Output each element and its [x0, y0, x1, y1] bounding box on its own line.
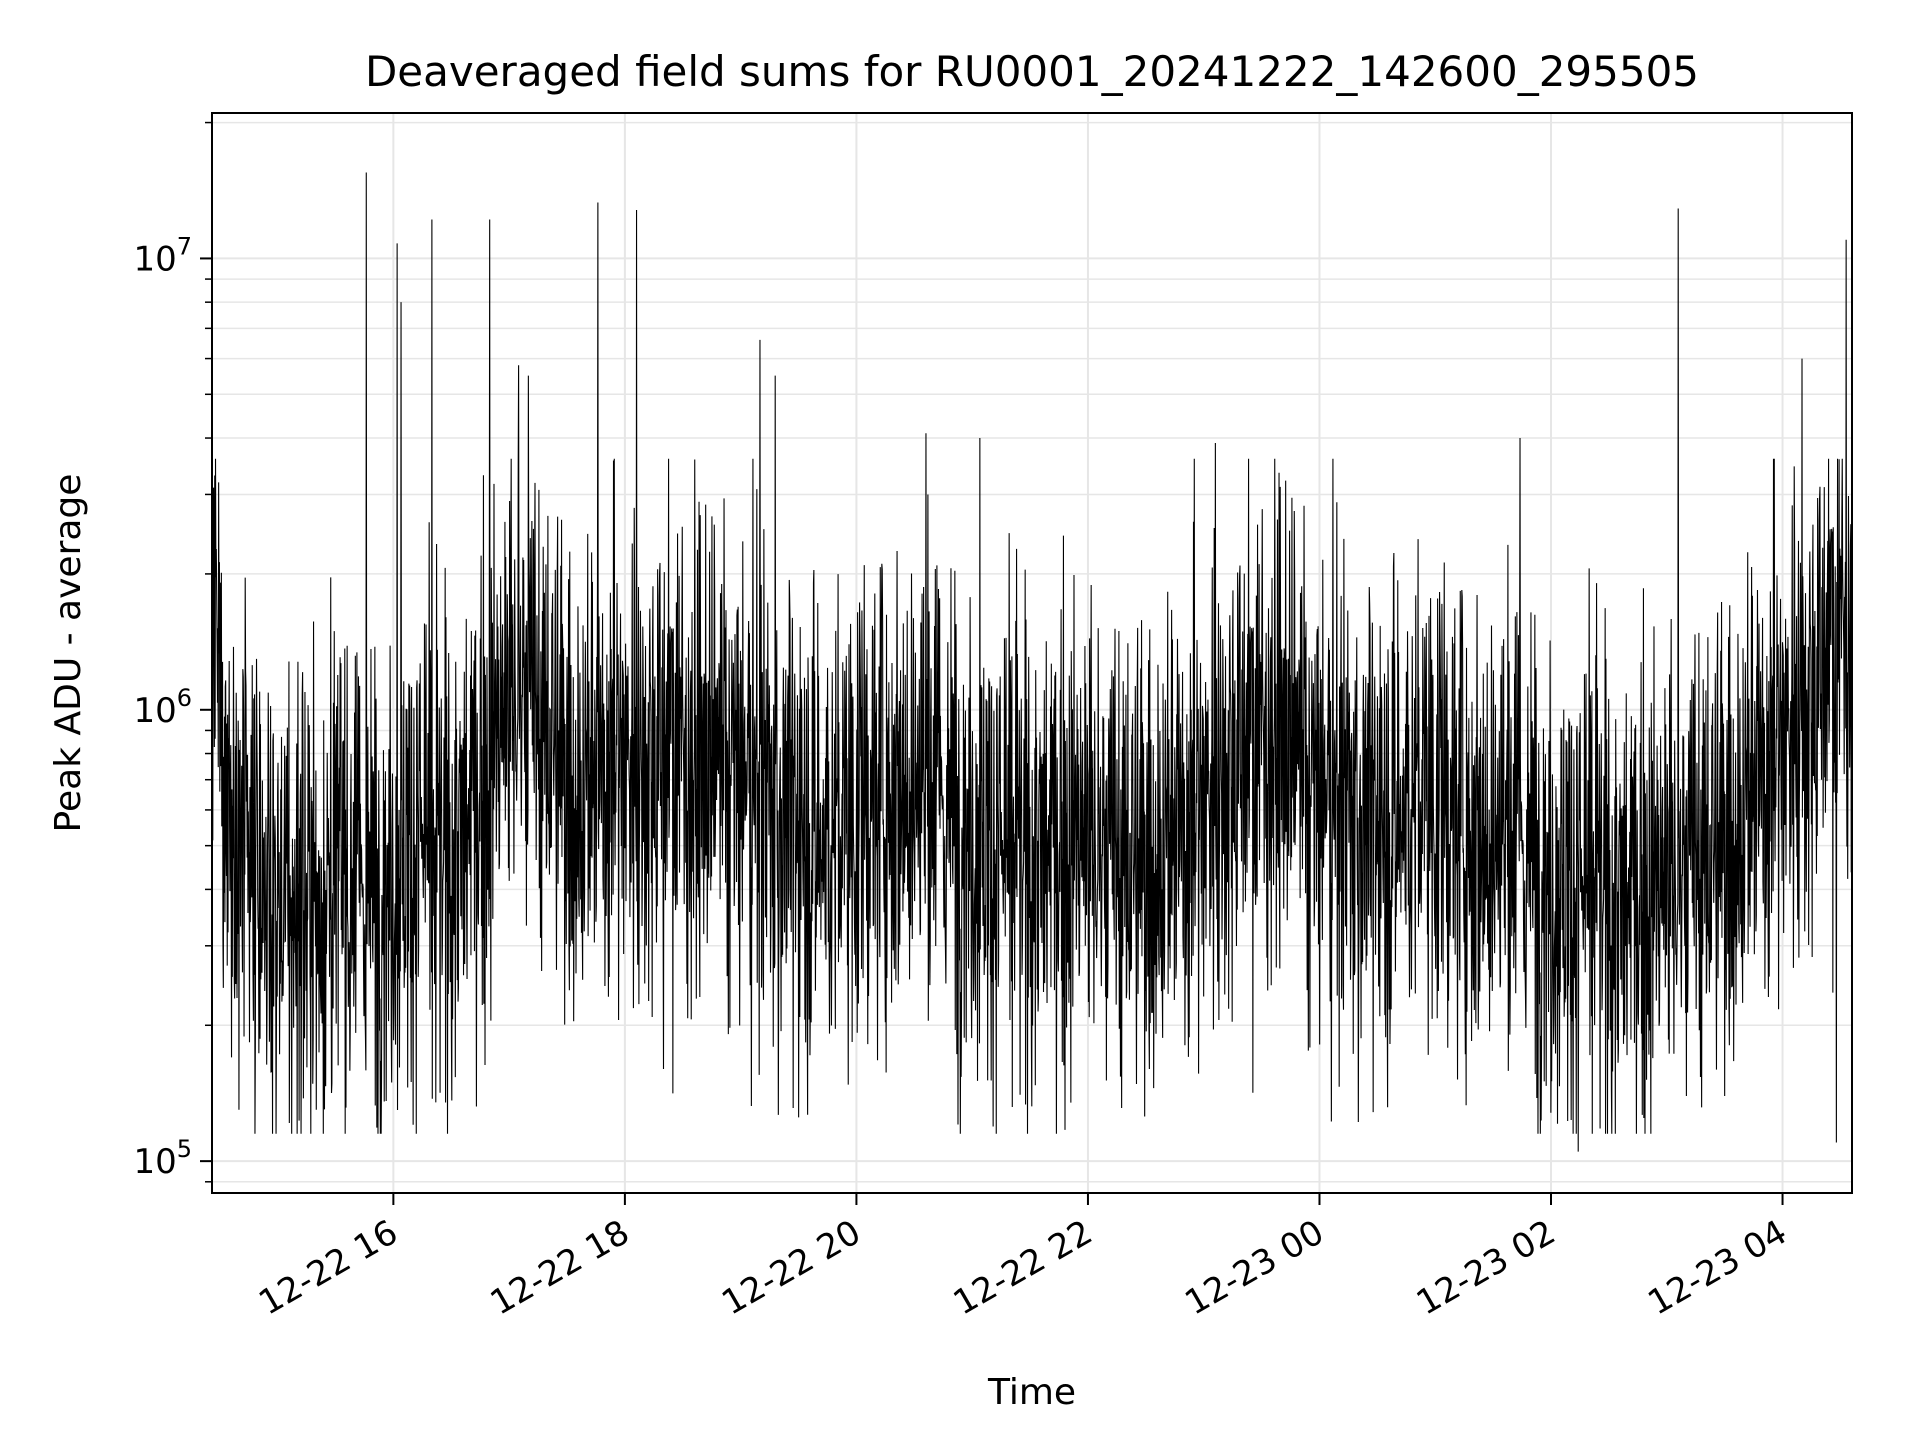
y-tick-label: 105: [133, 1135, 192, 1182]
chart-title: Deaveraged field sums for RU0001_2024122…: [365, 47, 1699, 96]
plot-frame: [211, 112, 1853, 1194]
y-tick-label: 107: [133, 232, 192, 279]
y-axis-label: Peak ADU - average: [48, 474, 89, 833]
series-line-layer: [211, 172, 1853, 1152]
y-axis: 105 106 107: [133, 121, 212, 1183]
x-axis-label: Time: [987, 1372, 1076, 1413]
y-tick-label: 106: [133, 684, 192, 731]
series-line: [211, 172, 1853, 1152]
